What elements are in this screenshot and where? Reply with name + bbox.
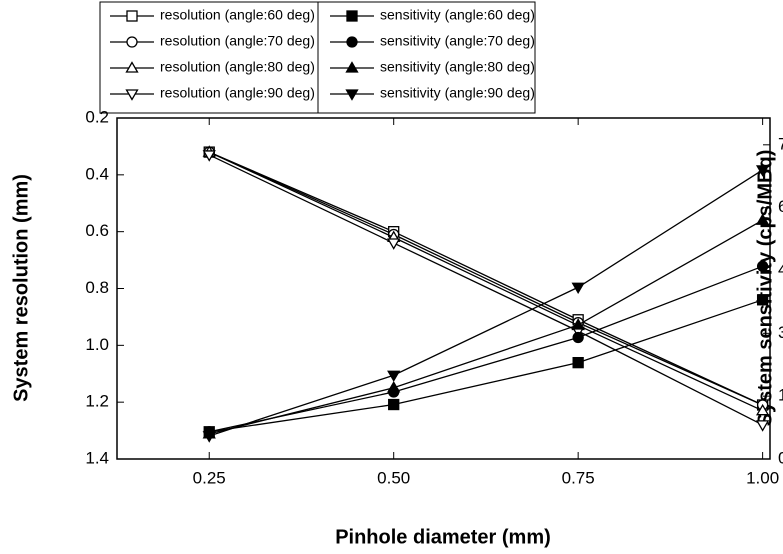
marker (202, 431, 216, 443)
marker (755, 403, 770, 416)
marker (571, 318, 585, 330)
y2-tick-label: 30 (778, 323, 783, 342)
x-tick-label: 0.25 (193, 468, 226, 487)
marker (755, 165, 770, 177)
series-line (209, 265, 763, 433)
legend-label: sensitivity (angle:70 deg) (380, 33, 535, 49)
x-tick-label: 0.75 (562, 468, 595, 487)
series-line (208, 151, 763, 406)
marker (387, 370, 401, 383)
y2-tick-label: 0 (778, 448, 783, 467)
series-line (209, 219, 763, 435)
series-line (209, 169, 763, 437)
series-line (208, 154, 763, 426)
marker (388, 398, 400, 411)
y-tick-label: 1.4 (85, 448, 109, 467)
marker (202, 150, 216, 162)
y2-tick-label: 60 (778, 197, 783, 216)
marker (572, 356, 584, 369)
marker (346, 10, 358, 22)
marker (756, 294, 769, 306)
x-axis-title: Pinhole diameter (mm) (335, 526, 551, 548)
marker (125, 89, 139, 101)
y-tick-label: 1.0 (85, 335, 109, 354)
marker (755, 213, 770, 225)
marker (387, 380, 401, 393)
y-tick-label: 0.2 (85, 107, 109, 126)
y2-tick-label: 45 (778, 260, 783, 279)
x-tick-label: 1.00 (746, 468, 779, 487)
series-line (208, 151, 763, 406)
legend-label: sensitivity (angle:90 deg) (380, 85, 535, 101)
x-tick-label: 0.50 (377, 468, 410, 487)
y-tick-label: 0.6 (85, 221, 109, 240)
marker (345, 89, 359, 101)
legend-label: resolution (angle:70 deg) (160, 33, 315, 49)
y2-tick-label: 15 (778, 386, 783, 405)
y-tick-label: 1.2 (85, 392, 109, 411)
y-tick-label: 0.8 (85, 278, 109, 297)
marker (126, 36, 138, 48)
y2-axis-title: System sensitivity (cps/MBq) (754, 150, 776, 427)
legend-label: resolution (angle:60 deg) (160, 7, 315, 23)
legend-label: resolution (angle:90 deg) (160, 85, 315, 101)
marker (571, 282, 585, 295)
y2-tick-label: 75 (778, 134, 783, 153)
series-line (209, 299, 763, 433)
legend-label: sensitivity (angle:60 deg) (380, 7, 535, 23)
y-tick-label: 0.4 (85, 164, 109, 183)
marker (572, 331, 584, 344)
marker (756, 260, 769, 272)
marker (387, 238, 401, 250)
legend-label: resolution (angle:80 deg) (160, 59, 315, 75)
y-axis-title: System resolution (mm) (10, 174, 32, 402)
marker (126, 10, 138, 22)
legend-label: sensitivity (angle:80 deg) (380, 59, 535, 75)
marker (755, 420, 770, 432)
marker (345, 61, 359, 73)
marker (125, 61, 139, 73)
plot-frame (116, 117, 771, 460)
marker (346, 36, 358, 48)
series-line (208, 151, 763, 412)
